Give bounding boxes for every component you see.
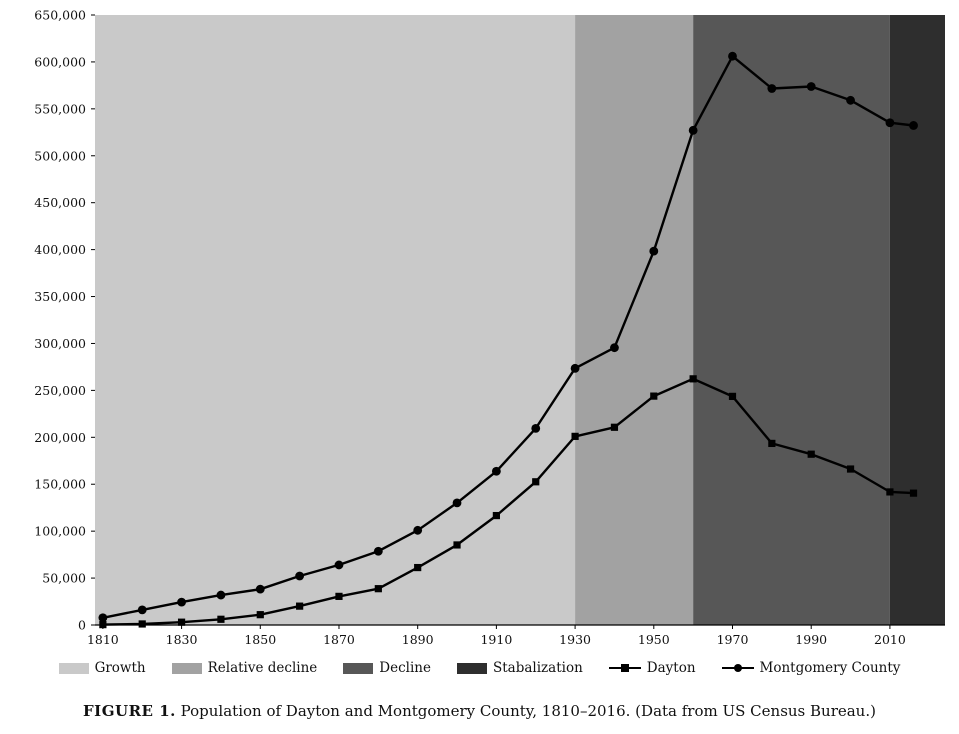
y-tick-label: 150,000 bbox=[34, 477, 86, 492]
x-tick-label: 1810 bbox=[87, 632, 119, 647]
y-tick-label: 200,000 bbox=[34, 430, 86, 445]
legend-label-growth: Growth bbox=[94, 660, 146, 676]
legend-item-stabilization: Stabalization bbox=[457, 660, 583, 676]
y-tick-label: 500,000 bbox=[34, 148, 86, 163]
series-dayton bbox=[99, 375, 918, 629]
figure-caption-text: Population of Dayton and Montgomery Coun… bbox=[175, 702, 876, 720]
region-band bbox=[95, 15, 576, 625]
y-tick-label: 550,000 bbox=[34, 101, 86, 116]
decline-region-swatch-icon bbox=[343, 662, 374, 674]
x-axis: 1810 1830 1850 1870 1890 1910 1930 1950 1970 1990… bbox=[87, 624, 945, 647]
series-montgomery-county bbox=[98, 51, 918, 623]
y-tick-label: 350,000 bbox=[34, 289, 86, 304]
legend-item-decline: Decline bbox=[343, 660, 431, 676]
x-tick-label: 1990 bbox=[795, 632, 827, 647]
y-tick-label: 650,000 bbox=[34, 8, 86, 23]
x-tick-label: 1830 bbox=[166, 632, 198, 647]
figure-caption-label: FIGURE 1. bbox=[83, 702, 176, 720]
y-tick-label: 250,000 bbox=[34, 383, 86, 398]
circle-marker-icon bbox=[733, 664, 742, 672]
y-tick-label: 50,000 bbox=[42, 571, 86, 586]
y-tick-label: 400,000 bbox=[34, 242, 86, 257]
x-tick-label: 1870 bbox=[323, 632, 355, 647]
legend-item-growth: Growth bbox=[58, 660, 146, 676]
population-chart: 0 50,000 100,000 150,000 200,000 250,000 300,0… bbox=[34, 8, 945, 647]
legend-item-relative-decline: Relative decline bbox=[171, 660, 318, 676]
x-tick-label: 1950 bbox=[638, 632, 670, 647]
montgomery-county-line-icon bbox=[721, 663, 754, 673]
era-regions bbox=[95, 15, 945, 625]
legend-item-dayton: Dayton bbox=[608, 660, 696, 676]
figure-caption: FIGURE 1. Population of Dayton and Montg… bbox=[0, 702, 959, 720]
region-band bbox=[693, 15, 890, 625]
stabilization-region-swatch-icon bbox=[457, 662, 487, 674]
y-tick-label: 450,000 bbox=[34, 195, 86, 210]
legend-label-dayton: Dayton bbox=[646, 660, 696, 676]
x-tick-label: 1890 bbox=[402, 632, 434, 647]
x-tick-label: 1910 bbox=[480, 632, 512, 647]
growth-region-swatch-icon bbox=[58, 662, 89, 674]
relative-decline-region-swatch-icon bbox=[171, 662, 202, 674]
dayton-line-icon bbox=[608, 663, 641, 673]
legend-label-decline: Decline bbox=[379, 660, 431, 676]
legend-label-stabilization: Stabalization bbox=[493, 660, 583, 676]
x-tick-label: 1850 bbox=[244, 632, 276, 647]
x-tick-label: 1970 bbox=[717, 632, 749, 647]
chart-legend: Growth Relative decline Decline Stabaliz… bbox=[0, 660, 959, 676]
legend-label-relative-decline: Relative decline bbox=[207, 660, 318, 676]
square-marker-icon bbox=[620, 664, 629, 672]
y-tick-label: 0 bbox=[78, 618, 86, 633]
legend-item-montgomery-county: Montgomery County bbox=[721, 660, 901, 676]
region-band bbox=[889, 15, 945, 625]
region-band bbox=[575, 15, 694, 625]
legend-label-montgomery-county: Montgomery County bbox=[759, 660, 901, 676]
x-tick-label: 2010 bbox=[874, 632, 906, 647]
y-tick-label: 100,000 bbox=[34, 524, 86, 539]
y-tick-label: 300,000 bbox=[34, 336, 86, 351]
y-axis: 0 50,000 100,000 150,000 200,000 250,000 300,0… bbox=[34, 8, 95, 633]
y-tick-label: 600,000 bbox=[34, 54, 86, 69]
x-tick-label: 1930 bbox=[559, 632, 591, 647]
